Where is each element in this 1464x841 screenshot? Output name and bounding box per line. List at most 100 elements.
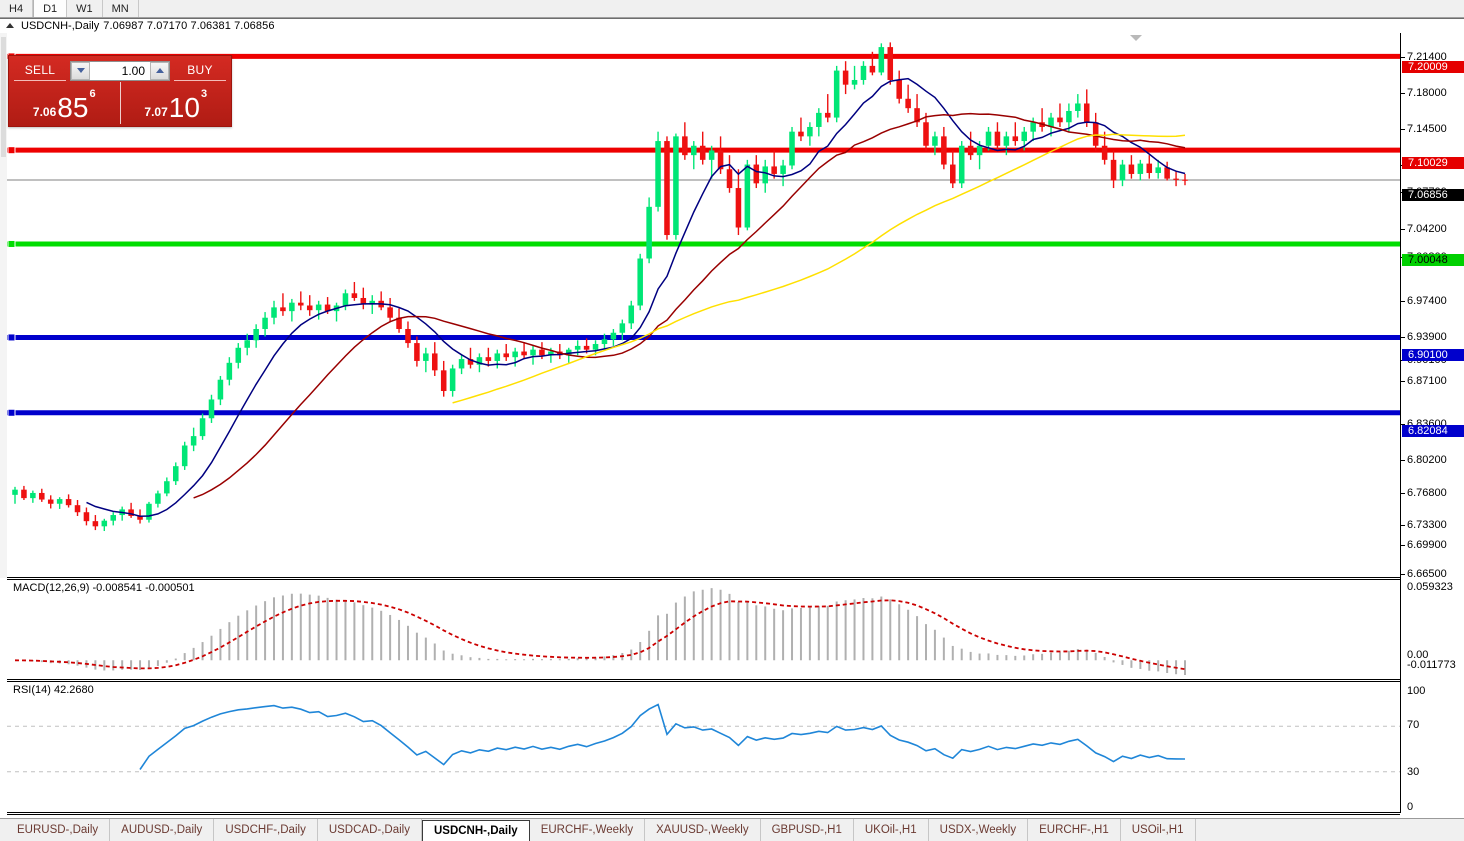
scrollbar-thumb[interactable] [1,37,6,157]
candle-body [1003,136,1010,146]
price-tick-label: 6.66500 [1407,568,1447,580]
chart-tab-gbpusd[interactable]: GBPUSD-,H1 [761,819,854,841]
candle-body [816,112,822,127]
tick-mark [1401,56,1405,58]
candle-body [1164,167,1170,179]
candle-body [360,297,367,305]
chart-tab-usdcad[interactable]: USDCAD-,Daily [318,819,422,841]
candle-body [798,131,804,137]
level-handle-6.90100[interactable] [7,333,16,342]
level-handle-7.00048[interactable] [7,239,16,248]
price-tick-label: 6.87100 [1407,375,1447,387]
candle-body [896,79,902,99]
timeframe-w1[interactable]: W1 [67,0,103,17]
candle-body [1173,178,1179,180]
level-handle-6.82084[interactable] [7,408,16,417]
candle-body [512,351,518,358]
candle-body [726,169,733,189]
chart-tab-usoil[interactable]: USOil-,H1 [1121,819,1196,841]
chart-tab-eurusd[interactable]: EURUSD-,Daily [6,819,111,841]
chart-restore-icon[interactable] [6,23,14,28]
candle-body [521,351,527,356]
candle-body [12,489,18,495]
bid-price-cell[interactable]: 7.06 85 6 [9,82,120,124]
candle-body [1057,117,1063,123]
chart-tab-ukoil[interactable]: UKOil-,H1 [854,819,929,841]
candle-body [780,165,786,174]
price-chart-svg [7,42,1400,532]
price-level-badge-blue-4[interactable]: 6.90100 [1402,349,1464,361]
chart-tab-eurchf[interactable]: EURCHF-,H1 [1028,819,1121,841]
level-handle-7.10029[interactable] [7,146,16,155]
price-scale-axis[interactable]: 7.214007.180007.145007.111007.077007.042… [1400,33,1464,813]
chart-tab-usdcnh[interactable]: USDCNH-,Daily [421,820,530,841]
volume-stepper[interactable]: 1.00 [70,60,170,81]
chart-tab-usdchf[interactable]: USDCHF-,Daily [214,819,318,841]
candle-body [440,370,447,392]
candle-body [1048,117,1054,127]
timeframe-mn[interactable]: MN [102,0,139,17]
candle-body [860,65,867,80]
rsi-indicator-pane[interactable]: RSI(14) 42.2680 [7,681,1400,813]
candle-body [851,79,858,85]
timeframe-d1[interactable]: D1 [33,0,68,17]
candle-body [414,343,420,361]
price-tick-label: 7.14500 [1407,123,1447,135]
price-level-badge-black-2[interactable]: 7.06856 [1402,189,1464,201]
chart-collapse-caret-icon[interactable] [1130,35,1142,41]
price-level-badge-red-0[interactable]: 7.20009 [1402,61,1464,73]
candle-body [280,307,286,312]
candle-body [673,136,679,236]
price-chart-pane[interactable] [7,33,1400,578]
macd-label: MACD(12,26,9) -0.008541 -0.000501 [11,582,197,594]
candle-body [190,436,197,446]
buy-button[interactable]: BUY [174,61,226,81]
price-level-badge-red-1[interactable]: 7.10029 [1402,157,1464,169]
candle-body [1075,103,1081,111]
candle-body [985,131,992,146]
chart-tab-xauusd[interactable]: XAUUSD-,Weekly [645,819,761,841]
trade-panel-top-row: SELL 1.00 BUY [9,56,231,82]
chart-tab-audusd[interactable]: AUDUSD-,Daily [110,819,215,841]
price-tick-0: 7.21400 [1401,51,1464,63]
volume-decrease-button[interactable] [71,61,90,80]
chart-tab-usdx[interactable]: USDX-,Weekly [929,819,1029,841]
tick-mark [1401,524,1405,526]
price-tick-label: 6.76800 [1407,487,1447,499]
bid-price-fraction: 6 [89,88,96,100]
candle-body [807,126,813,137]
candle-body [869,65,876,73]
ask-price-prefix: 7.07 [144,105,168,119]
candle-body [262,317,268,329]
candle-body [342,293,349,306]
chevron-up-icon [155,68,164,73]
candle-body [610,332,617,340]
candle-body [753,164,760,184]
trade-panel-prices: 7.06 85 6 7.07 10 3 [9,82,231,124]
sell-button[interactable]: SELL [14,61,66,81]
volume-increase-button[interactable] [150,61,169,80]
chart-tab-eurchf[interactable]: EURCHF-,Weekly [530,819,646,841]
macd-indicator-pane[interactable]: MACD(12,26,9) -0.008541 -0.000501 [7,579,1400,680]
price-tick-label: 7.21400 [1407,51,1447,63]
candle-body [494,353,501,361]
price-level-badge-green-3[interactable]: 7.00048 [1402,254,1464,266]
candle-body [315,304,322,311]
candle-body [744,164,751,228]
candle-body [467,359,474,365]
candle-body [976,145,983,156]
timeframe-h4[interactable]: H4 [0,0,34,17]
one-click-trading-panel[interactable]: SELL 1.00 BUY 7.06 85 6 7.07 10 3 [8,55,232,127]
rsi-label: RSI(14) 42.2680 [11,684,96,696]
price-tick-label: 6.73300 [1407,519,1447,531]
price-level-badge-blue-5[interactable]: 6.82084 [1402,425,1464,437]
candle-body [128,509,134,516]
price-tick-label: 6.80200 [1407,454,1447,466]
macd-signal-line [14,599,1186,671]
candle-body [324,304,331,312]
candle-body [74,505,81,513]
ask-price-cell[interactable]: 7.07 10 3 [119,82,232,124]
candle-body [423,353,429,361]
rsi-30-label: 30 [1407,766,1420,778]
volume-value[interactable]: 1.00 [121,63,145,78]
